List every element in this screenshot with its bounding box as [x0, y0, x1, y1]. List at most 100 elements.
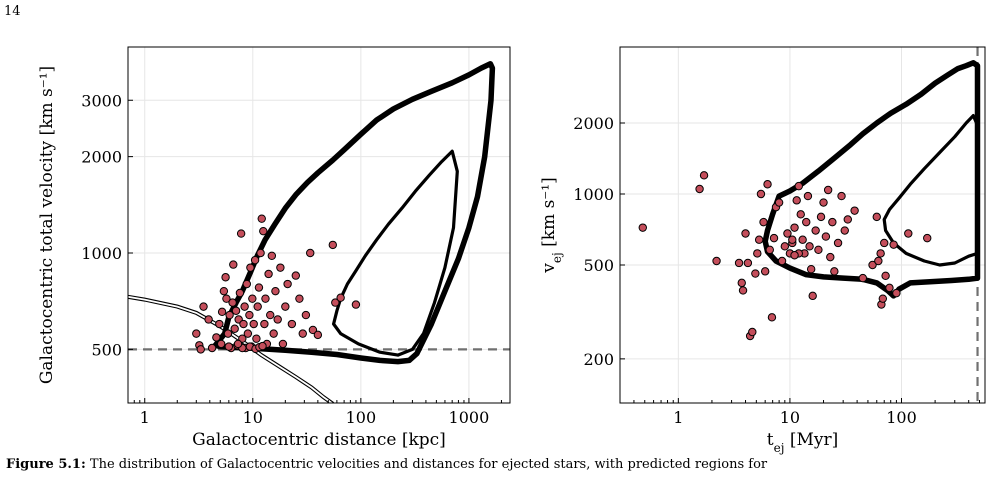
- data-point: [246, 263, 255, 272]
- data-point: [248, 294, 257, 303]
- y-tick-label: 1000: [81, 244, 122, 263]
- data-point: [805, 242, 814, 251]
- data-point: [259, 226, 268, 236]
- y-tick-label: 200: [583, 350, 614, 369]
- right-panel: 1 10 100 200 500 1000 2000 tej [Myr] vej [km s⁻¹…: [539, 46, 986, 455]
- y-tick-label: 500: [583, 256, 614, 275]
- data-point: [224, 342, 234, 351]
- x-tick-label: 100: [886, 408, 917, 427]
- data-point: [266, 310, 275, 320]
- data-point: [792, 196, 801, 205]
- data-point: [788, 235, 797, 244]
- data-point: [816, 212, 826, 222]
- data-point: [814, 245, 823, 255]
- x-axis-label: tej [Myr]: [767, 430, 838, 455]
- data-point: [790, 251, 799, 260]
- data-point: [253, 302, 262, 311]
- data-point: [229, 260, 238, 269]
- data-point: [233, 339, 243, 349]
- data-point: [245, 310, 254, 320]
- data-point: [243, 329, 253, 338]
- data-point: [830, 267, 839, 276]
- data-point: [252, 334, 261, 343]
- data-point: [904, 229, 913, 238]
- data-point: [308, 325, 318, 335]
- data-point: [872, 212, 881, 222]
- data-point: [881, 271, 890, 281]
- data-point: [737, 278, 746, 288]
- data-point: [796, 210, 805, 219]
- data-point: [240, 302, 249, 311]
- contour-outer: [212, 61, 496, 365]
- data-point: [291, 271, 300, 280]
- data-point: [250, 255, 260, 265]
- axes-frame: [127, 46, 511, 404]
- data-point: [225, 310, 234, 320]
- data-point: [765, 245, 774, 255]
- data-point: [215, 319, 224, 329]
- x-tick-label: 1: [673, 408, 683, 427]
- figure: 1 10 100 1000 500 1000 2000 3000 Galactocentric …: [37, 46, 986, 455]
- data-point: [336, 293, 345, 302]
- data-point: [223, 329, 233, 338]
- data-point: [261, 294, 270, 303]
- data-point: [794, 181, 803, 191]
- data-point: [738, 286, 748, 295]
- data-point: [803, 191, 813, 201]
- data-point: [821, 232, 831, 241]
- contour-outer: [762, 60, 981, 299]
- data-point: [837, 191, 846, 201]
- data-point: [235, 288, 245, 298]
- y-tick-label: 2000: [81, 148, 122, 167]
- data-point: [769, 233, 779, 243]
- data-point: [212, 333, 221, 342]
- data-point: [756, 189, 766, 199]
- data-point: [892, 288, 901, 298]
- data-point: [695, 184, 704, 194]
- data-point: [833, 238, 843, 248]
- data-point: [256, 248, 265, 258]
- data-point: [295, 294, 304, 303]
- figure-caption: Figure 5.1: The distribution of Galactoc…: [6, 457, 1004, 472]
- data-point: [281, 302, 290, 311]
- data-point: [753, 249, 762, 258]
- data-point: [192, 329, 201, 338]
- data-point: [278, 339, 288, 349]
- y-axis-label: Galactocentric total velocity [km s⁻¹]: [37, 66, 57, 384]
- data-point: [331, 298, 340, 307]
- data-point: [876, 249, 885, 258]
- x-tick-label: 10: [243, 408, 263, 427]
- data-point: [249, 319, 258, 329]
- data-point: [273, 315, 282, 324]
- data-point: [216, 339, 226, 349]
- data-point: [239, 319, 248, 329]
- data-point: [254, 283, 264, 292]
- data-point: [258, 341, 267, 351]
- page-number: 14: [4, 4, 21, 19]
- data-point: [217, 307, 227, 317]
- data-point: [283, 279, 292, 289]
- y-tick-label: 500: [91, 340, 122, 359]
- data-point: [260, 319, 269, 329]
- y-tick-label: 2000: [573, 114, 614, 133]
- plot-area: [128, 61, 510, 403]
- data-point: [204, 315, 213, 324]
- data-point: [741, 229, 750, 238]
- data-point: [806, 264, 816, 274]
- data-point: [269, 329, 278, 338]
- data-point: [850, 206, 859, 215]
- data-point: [777, 256, 787, 266]
- plot-area: [638, 47, 981, 403]
- data-point: [219, 286, 229, 296]
- data-point: [231, 306, 241, 315]
- y-axis-label: vej [km s⁻¹]: [539, 177, 564, 273]
- data-point: [230, 324, 239, 333]
- data-point: [754, 235, 764, 244]
- data-point: [228, 298, 237, 307]
- data-point: [638, 223, 647, 232]
- x-tick-label: 10: [780, 408, 800, 427]
- data-point: [874, 256, 883, 266]
- caption-text: The distribution of Galactocentric veloc…: [89, 457, 768, 472]
- data-point: [798, 235, 807, 244]
- data-point: [889, 240, 898, 249]
